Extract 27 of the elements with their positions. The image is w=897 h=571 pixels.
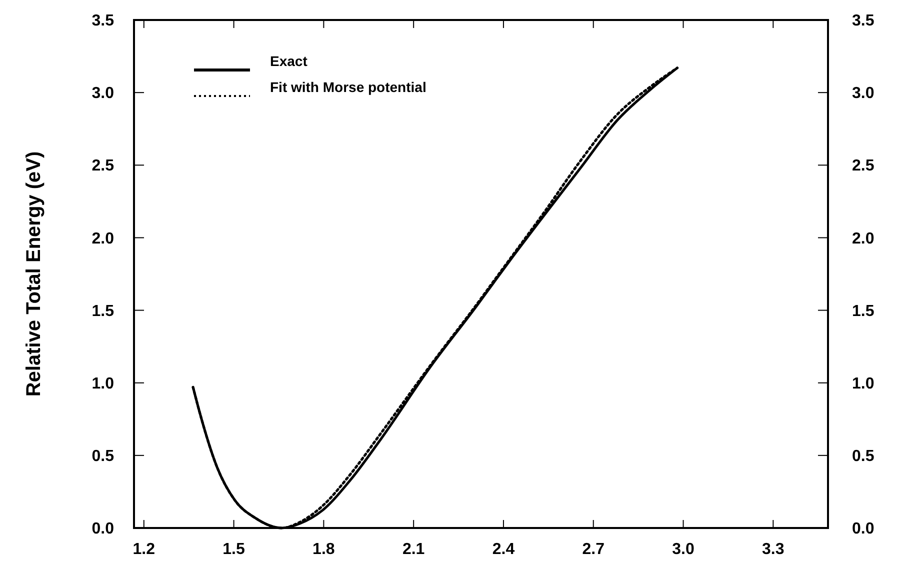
legend-label: Exact <box>270 53 308 69</box>
y-tick-label: 2.5 <box>92 158 114 175</box>
y-tick-label: 0.5 <box>92 448 114 466</box>
x-tick-label: 2.4 <box>492 541 515 558</box>
x-tick-label: 1.5 <box>222 541 246 558</box>
y2-tick-label: 0.0 <box>852 520 874 538</box>
y-tick-label: 1.0 <box>92 375 114 392</box>
x-tick-label: 3.3 <box>762 541 784 558</box>
x-tick-label: 2.1 <box>402 541 425 558</box>
y-tick-label: 1.5 <box>92 302 114 320</box>
y2-tick-label: 2.0 <box>852 230 874 248</box>
legend-label: Fit with Morse potential <box>270 79 426 95</box>
y2-tick-label: 3.0 <box>852 85 874 102</box>
x-tick-label: 3.0 <box>672 541 694 558</box>
y2-tick-label: 2.5 <box>852 158 874 175</box>
x-tick-label: 2.7 <box>582 541 605 558</box>
y2-tick-label: 3.5 <box>852 12 874 30</box>
x-tick-label: 1.2 <box>132 541 156 558</box>
y2-tick-label: 1.0 <box>852 375 874 392</box>
y-axis-title: Relative Total Energy (eV) <box>23 151 45 397</box>
x-tick-label: 1.8 <box>312 541 335 558</box>
y-tick-label: 2.0 <box>92 230 114 248</box>
y-tick-label: 3.0 <box>92 85 114 102</box>
y2-tick-label: 0.5 <box>852 448 874 466</box>
y2-tick-label: 1.5 <box>852 302 874 320</box>
y-tick-label: 0.0 <box>92 520 114 538</box>
y-tick-label: 3.5 <box>92 12 114 30</box>
